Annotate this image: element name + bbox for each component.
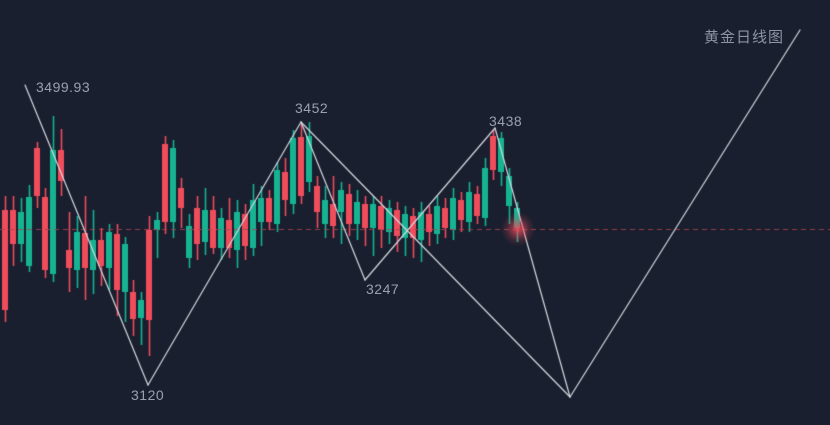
price-label-3452: 3452 [295, 100, 329, 116]
price-label-3120: 3120 [131, 387, 165, 403]
price-label-3499: 3499.93 [36, 79, 91, 95]
price-label-3438: 3438 [489, 113, 523, 129]
price-label-3247: 3247 [366, 281, 400, 297]
chart-title: 黄金日线图 [703, 29, 784, 46]
